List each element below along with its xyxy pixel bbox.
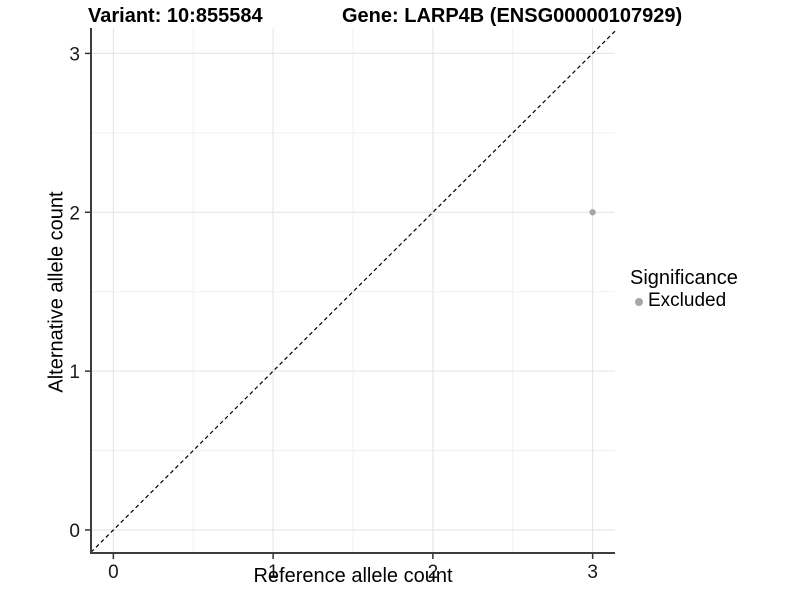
- legend-entry-excluded: Excluded: [630, 291, 738, 311]
- legend-title: Significance: [630, 267, 738, 289]
- plot-title-gene: Gene: LARP4B (ENSG00000107929): [342, 5, 683, 27]
- x-tick-label: 3: [587, 562, 598, 583]
- y-tick-label: 0: [69, 521, 80, 542]
- data-point: [589, 209, 596, 216]
- x-tick-label: 1: [268, 562, 279, 583]
- legend-entry-label: Excluded: [648, 290, 727, 311]
- legend-point-icon: [630, 294, 648, 308]
- plot-title-variant: Variant: 10:855584: [88, 5, 263, 27]
- legend-dot-icon: [635, 298, 643, 306]
- y-axis-title: Alternative allele count: [45, 191, 68, 393]
- legend: Significance Excluded: [630, 267, 738, 311]
- y-tick-label: 1: [69, 362, 80, 383]
- y-tick-label: 3: [69, 44, 80, 65]
- x-tick-label: 2: [428, 562, 439, 583]
- x-tick-label: 0: [108, 562, 119, 583]
- y-tick-label: 2: [69, 203, 80, 224]
- x-axis-title: Reference allele count: [253, 565, 453, 587]
